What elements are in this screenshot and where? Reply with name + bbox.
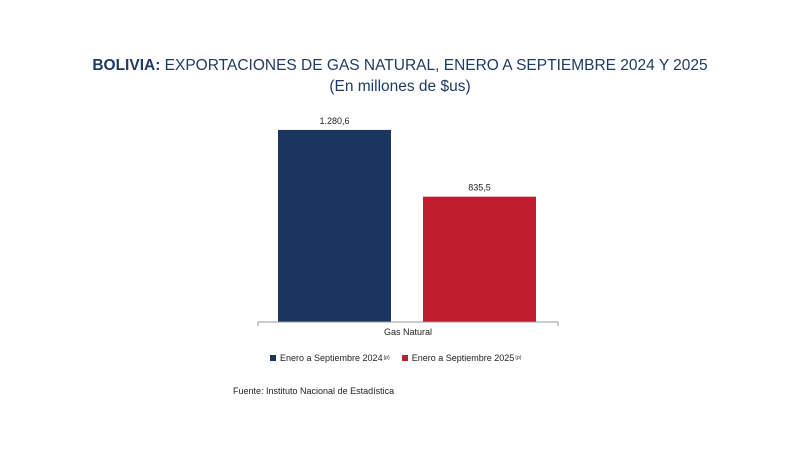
legend-swatch-2024	[270, 355, 276, 361]
legend-sup-2024: (p)	[383, 355, 390, 361]
data-label-2025: 835,5	[468, 183, 491, 193]
chart-title: BOLIVIA: EXPORTACIONES DE GAS NATURAL, E…	[0, 56, 800, 76]
bar-2025	[423, 196, 536, 322]
category-label: Gas Natural	[384, 327, 432, 337]
chart-subtitle: (En millones de $us)	[329, 78, 471, 95]
legend-item-2025: Enero a Septiembre 2025 (p)	[401, 353, 522, 363]
data-label-2024: 1.280,6	[319, 116, 349, 126]
chart-title-text: EXPORTACIONES DE GAS NATURAL, ENERO A SE…	[164, 57, 708, 74]
legend-label-2025: Enero a Septiembre 2025	[411, 353, 515, 363]
chart-title-country: BOLIVIA:	[92, 57, 161, 74]
legend-swatch-2025	[401, 355, 408, 361]
source-note: Fuente: Instituto Nacional de Estadístic…	[233, 386, 395, 396]
bar-2024	[278, 129, 391, 322]
chart-legend: Enero a Septiembre 2024 (p) Enero a Septi…	[270, 351, 533, 365]
legend-label-2024: Enero a Septiembre 2024	[280, 353, 383, 363]
chart-title-block: BOLIVIA: EXPORTACIONES DE GAS NATURAL, E…	[0, 56, 800, 97]
legend-sup-2025: (p)	[515, 355, 522, 361]
legend-item-2024: Enero a Septiembre 2024 (p)	[270, 353, 390, 363]
